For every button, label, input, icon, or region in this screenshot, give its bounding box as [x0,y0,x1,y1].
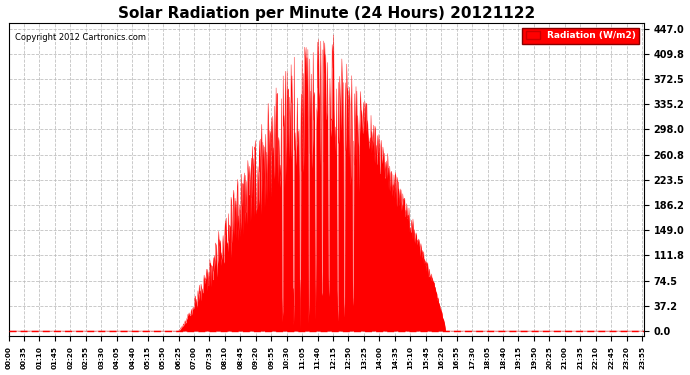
Text: Copyright 2012 Cartronics.com: Copyright 2012 Cartronics.com [15,33,146,42]
Legend: Radiation (W/m2): Radiation (W/m2) [522,28,640,44]
Title: Solar Radiation per Minute (24 Hours) 20121122: Solar Radiation per Minute (24 Hours) 20… [117,6,535,21]
